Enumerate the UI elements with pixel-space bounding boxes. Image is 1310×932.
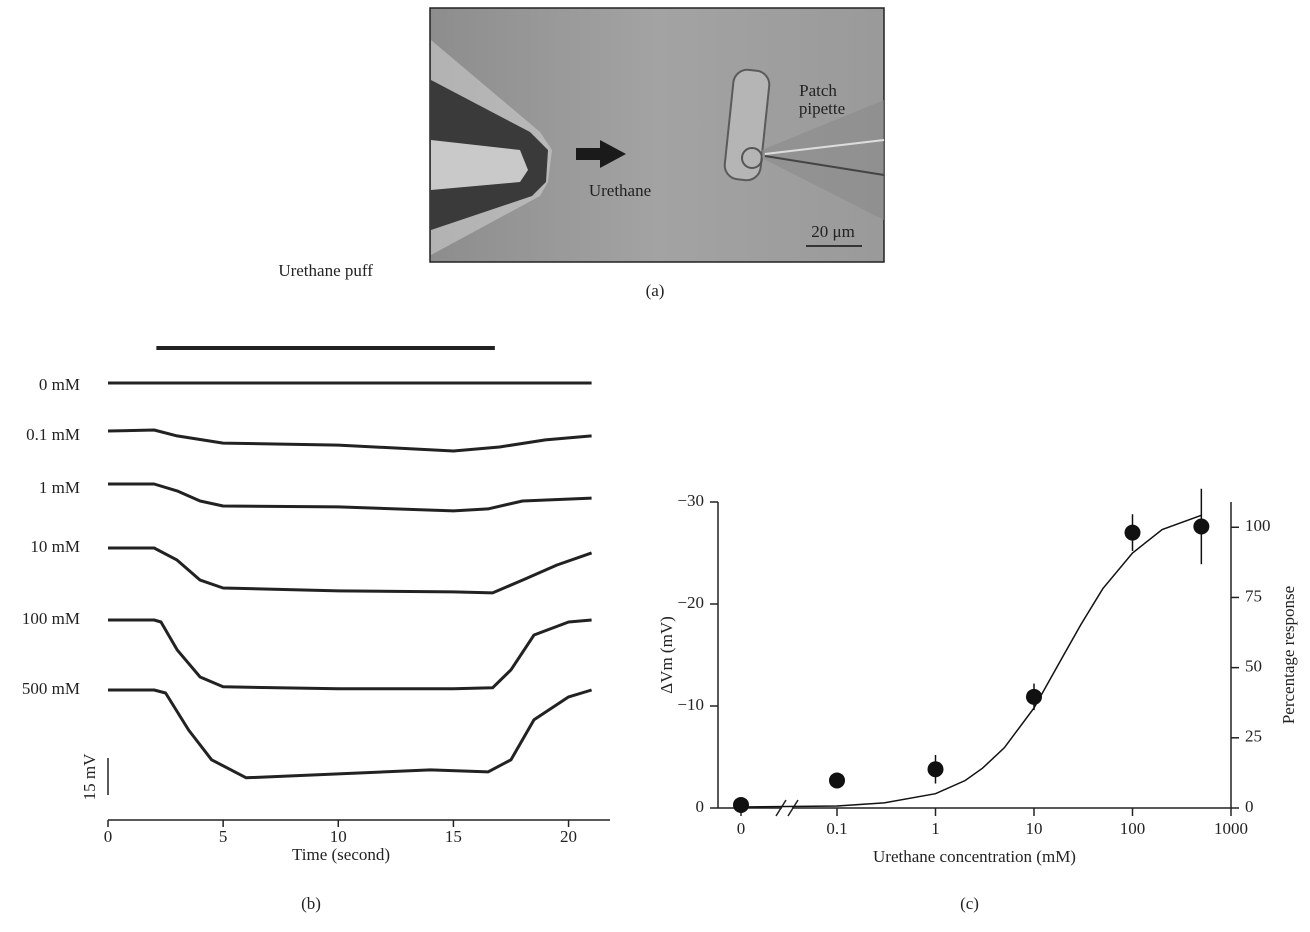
micrograph bbox=[429, 7, 885, 263]
y2-tick-label: 50 bbox=[1245, 657, 1262, 676]
trace bbox=[108, 688, 593, 780]
x-tick-label: 20 bbox=[560, 827, 577, 846]
x-tick-label: 0 bbox=[104, 827, 113, 846]
scale-bar-label: 15 mV bbox=[80, 753, 99, 800]
trace bbox=[107, 428, 592, 453]
pipette-label: pipette bbox=[799, 99, 845, 118]
y-axis-label: ΔVm (mV) bbox=[657, 616, 676, 694]
x-tick-label: 15 bbox=[445, 827, 462, 846]
x-tick-label: 5 bbox=[219, 827, 228, 846]
data-point bbox=[1193, 518, 1210, 535]
x-tick-label: 1 bbox=[931, 819, 940, 838]
data-point bbox=[733, 796, 749, 813]
trace-label: 0 mM bbox=[39, 375, 80, 394]
data-point bbox=[829, 772, 845, 789]
y-tick-label: −30 bbox=[677, 491, 704, 510]
pipette-label: Patch bbox=[799, 81, 837, 100]
trace bbox=[108, 482, 592, 513]
trace-label: 10 mM bbox=[30, 537, 80, 556]
x-tick-label: 0 bbox=[737, 819, 746, 838]
y-tick-label: 0 bbox=[696, 797, 705, 816]
drug-label: Urethane bbox=[589, 181, 651, 200]
trace-label: 0.1 mM bbox=[26, 425, 80, 444]
y2-axis-label: Percentage response bbox=[1279, 586, 1298, 724]
caption: (b) bbox=[301, 894, 321, 913]
data-point bbox=[1026, 688, 1042, 705]
caption: (a) bbox=[646, 281, 665, 300]
y2-tick-label: 0 bbox=[1245, 797, 1254, 816]
trace-label: 500 mM bbox=[22, 679, 80, 698]
x-tick-label: 100 bbox=[1120, 819, 1146, 838]
x-tick-label: 1000 bbox=[1214, 819, 1248, 838]
trace bbox=[108, 618, 592, 691]
trace-label: 100 mM bbox=[22, 609, 80, 628]
x-tick-label: 0.1 bbox=[826, 819, 847, 838]
x-tick-label: 10 bbox=[330, 827, 347, 846]
caption: (c) bbox=[960, 894, 979, 913]
x-axis-label: Urethane concentration (mM) bbox=[873, 847, 1076, 866]
trace-label: 1 mM bbox=[39, 478, 80, 497]
scale-label: 20 μm bbox=[811, 222, 855, 241]
fit-curve bbox=[740, 514, 1202, 808]
y-tick-label: −20 bbox=[677, 593, 704, 612]
data-point bbox=[927, 761, 944, 778]
data-point bbox=[1124, 524, 1141, 541]
y-tick-label: −10 bbox=[677, 695, 704, 714]
puff-label: Urethane puff bbox=[278, 261, 373, 280]
x-tick-label: 10 bbox=[1026, 819, 1043, 838]
y2-tick-label: 100 bbox=[1245, 516, 1271, 535]
y2-tick-label: 25 bbox=[1245, 727, 1262, 746]
trace bbox=[108, 546, 593, 595]
y2-tick-label: 75 bbox=[1245, 586, 1262, 605]
x-axis-label: Time (second) bbox=[292, 845, 390, 864]
